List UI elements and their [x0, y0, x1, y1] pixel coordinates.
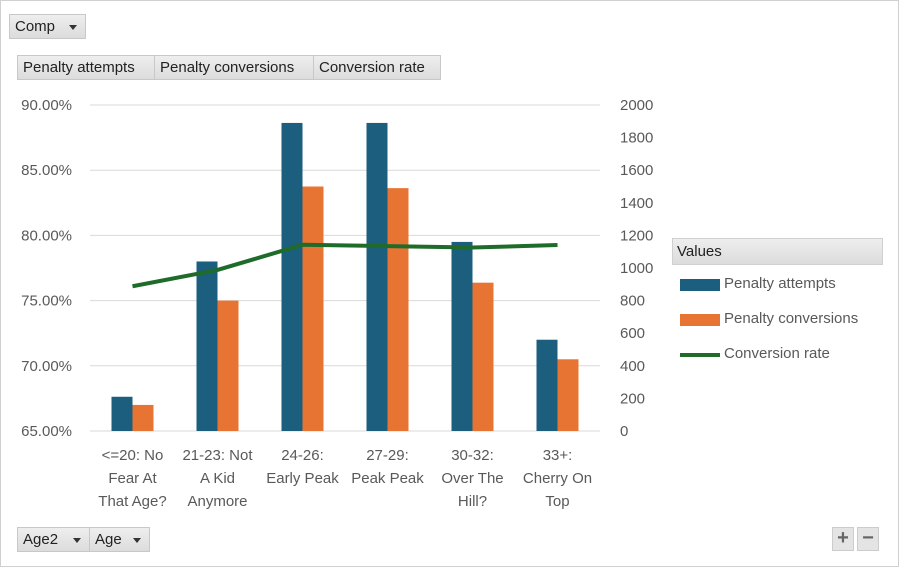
comp-filter-label: Comp	[15, 18, 56, 35]
legend-header: Values	[672, 238, 883, 265]
zoom-out-button[interactable]: −	[857, 527, 879, 551]
x-category-label: <=20: No Fear At That Age?	[98, 447, 166, 510]
x-category-label: 24-26: Early Peak	[266, 447, 339, 487]
y-right-tick-label: 600	[620, 325, 645, 342]
y-left-tick-label: 75.00%	[21, 293, 72, 310]
bar-penalty-attempts	[451, 241, 473, 431]
legend-label-conversion-rate: Conversion rate	[724, 345, 830, 362]
bar-penalty-attempts	[196, 261, 218, 431]
y-left-tick-label: 90.00%	[21, 97, 72, 114]
penalty-attempts-field-label: Penalty attempts	[23, 59, 135, 76]
zoom-in-button[interactable]: +	[832, 527, 854, 551]
line-conversion-rate	[132, 242, 558, 289]
y-right-tick-label: 400	[620, 358, 645, 375]
y-right-tick-label: 200	[620, 390, 645, 407]
conversion-rate-field-button[interactable]: Conversion rate	[313, 55, 441, 80]
age2-field-button[interactable]: Age2	[17, 527, 90, 552]
penalty-conversions-field-button[interactable]: Penalty conversions	[154, 55, 314, 80]
x-category-label: 33+: Cherry On Top	[523, 447, 592, 510]
bar-penalty-conversions	[217, 300, 239, 431]
bar-penalty-conversions	[472, 282, 494, 431]
x-category-label: 30-32: Over The Hill?	[441, 447, 503, 510]
bar-penalty-conversions	[302, 186, 324, 431]
plus-icon: +	[837, 527, 849, 549]
x-category-label: 21-23: Not A Kid Anymore	[182, 447, 253, 510]
y-right-tick-label: 1000	[620, 260, 653, 277]
y-left-tick-label: 85.00%	[21, 162, 72, 179]
y-right-tick-label: 1600	[620, 162, 653, 179]
bar-penalty-attempts	[281, 122, 303, 432]
age-field-button[interactable]: Age	[89, 527, 150, 552]
y-left-tick-label: 65.00%	[21, 423, 72, 440]
age2-field-label: Age2	[23, 531, 59, 548]
bar-penalty-conversions	[132, 404, 154, 431]
chevron-down-icon	[69, 25, 77, 30]
bar-penalty-attempts	[536, 339, 558, 431]
y-right-tick-label: 800	[620, 293, 645, 310]
penalty-attempts-field-button[interactable]: Penalty attempts	[17, 55, 155, 80]
y-left-tick-label: 70.00%	[21, 358, 72, 375]
bar-penalty-conversions	[387, 188, 409, 431]
legend-swatch-penalty-attempts	[680, 279, 720, 291]
y-right-tick-label: 1200	[620, 227, 653, 244]
bar-penalty-attempts	[366, 122, 388, 432]
y-right-tick-label: 0	[620, 423, 628, 440]
y-left-tick-label: 80.00%	[21, 227, 72, 244]
bar-penalty-conversions	[557, 359, 579, 431]
y-right-tick-label: 1400	[620, 195, 653, 212]
y-right-tick-label: 1800	[620, 130, 653, 147]
y-right-tick-label: 2000	[620, 97, 653, 114]
legend-title: Values	[677, 243, 722, 260]
bar-penalty-attempts	[111, 396, 133, 431]
chevron-down-icon	[133, 538, 141, 543]
legend-label-penalty-conversions: Penalty conversions	[724, 310, 859, 327]
x-category-label: 27-29: Peak Peak	[351, 447, 424, 487]
comp-filter-button[interactable]: Comp	[9, 14, 86, 39]
legend-swatch-penalty-conversions	[680, 314, 720, 326]
conversion-rate-field-label: Conversion rate	[319, 59, 425, 76]
chevron-down-icon	[73, 538, 81, 543]
penalty-conversions-field-label: Penalty conversions	[160, 59, 295, 76]
age-field-label: Age	[95, 531, 122, 548]
legend-label-penalty-attempts: Penalty attempts	[724, 275, 836, 292]
minus-icon: −	[862, 527, 874, 549]
legend-swatch-conversion-rate	[680, 353, 720, 357]
